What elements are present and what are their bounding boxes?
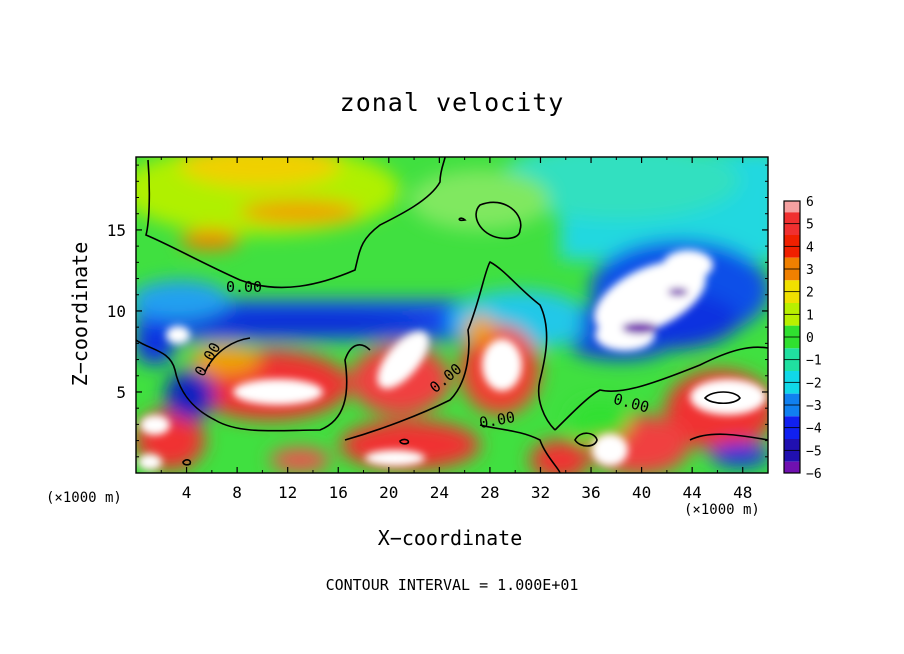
y-tick-label-0: 5 — [116, 383, 126, 402]
x-tick-label-0: 4 — [182, 483, 192, 502]
colorbar-swatch-12 — [784, 461, 800, 473]
x-tick-label-8: 36 — [581, 483, 600, 502]
colorbar-tick-label-8: −2 — [806, 376, 822, 391]
x-tick-label-7: 32 — [531, 483, 550, 502]
x-tick-label-9: 40 — [632, 483, 651, 502]
y-axis: 5 10 15 — [107, 164, 768, 458]
contour-label-0: 0.00 — [226, 278, 262, 296]
x-tick-label-11: 48 — [733, 483, 752, 502]
y-axis-label: Z−coordinate — [68, 241, 92, 387]
velocity-field: 0.000.000.000.000.000.00 — [136, 157, 768, 473]
x-multiplier-label-left: (×1000 m) — [46, 490, 122, 506]
x-tick-label-6: 28 — [480, 483, 499, 502]
colorbar-tick-label-3: 3 — [806, 263, 814, 278]
colorbar-tick-label-4: 2 — [806, 286, 814, 301]
x-tick-label-4: 20 — [379, 483, 398, 502]
chart-title: zonal velocity — [339, 88, 565, 117]
colorbar: 6 5 4 3 2 1 0 −1 −2 −3 −4 −5 −6 — [783, 195, 822, 482]
x-multiplier-label-right: (×1000 m) — [684, 502, 760, 518]
y-tick-label-1: 10 — [107, 302, 126, 321]
colorbar-tick-label-2: 4 — [806, 240, 814, 255]
x-tick-label-2: 12 — [278, 483, 297, 502]
colorbar-tick-label-7: −1 — [806, 354, 822, 369]
colorbar-tick-label-5: 1 — [806, 308, 814, 323]
colorbar-tick-label-9: −3 — [806, 399, 822, 414]
colorbar-tick-label-10: −4 — [806, 422, 822, 437]
x-tick-label-5: 24 — [430, 483, 449, 502]
colorbar-tick-label-11: −5 — [806, 444, 822, 459]
x-tick-label-1: 8 — [232, 483, 242, 502]
x-tick-label-3: 16 — [329, 483, 348, 502]
colorbar-swatch-0 — [784, 201, 800, 213]
colorbar-tick-label-1: 5 — [806, 218, 814, 233]
x-axis-label: X−coordinate — [377, 526, 523, 550]
contour-label-3: 0.00 — [478, 408, 517, 432]
y-tick-label-2: 15 — [107, 221, 126, 240]
colorbar-tick-label-12: −6 — [806, 467, 822, 482]
contour-interval-note: CONTOUR INTERVAL = 1.000E+01 — [325, 576, 579, 594]
colorbar-tick-label-6: 0 — [806, 331, 814, 346]
x-axis: 4 8 12 16 20 24 28 32 36 40 44 48 — [160, 157, 752, 502]
colorbar-tick-label-0: 6 — [806, 195, 814, 210]
x-tick-label-10: 44 — [683, 483, 702, 502]
